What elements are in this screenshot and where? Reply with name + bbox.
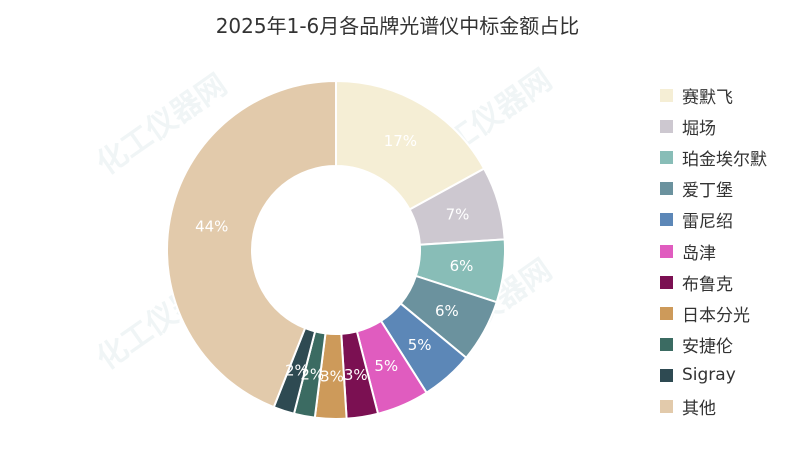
- legend-item[interactable]: 赛默飞: [660, 80, 767, 111]
- slice-label: 5%: [374, 357, 398, 375]
- legend-swatch: [660, 399, 673, 413]
- legend-item[interactable]: Sigray: [660, 360, 767, 391]
- legend-swatch: [660, 337, 673, 351]
- slice-label: 2%: [300, 365, 324, 383]
- legend: 赛默飞堀场珀金埃尔默爱丁堡雷尼绍岛津布鲁克日本分光安捷伦 Sigray 其他: [660, 80, 767, 422]
- legend-item[interactable]: 堀场: [660, 111, 767, 142]
- slice-label: 17%: [384, 132, 417, 150]
- legend-item[interactable]: 爱丁堡: [660, 173, 767, 204]
- legend-label: 其他: [682, 398, 716, 419]
- legend-label: 布鲁克: [682, 274, 733, 295]
- legend-swatch: [660, 275, 673, 289]
- legend-item[interactable]: 安捷伦: [660, 329, 767, 360]
- legend-swatch: [660, 120, 673, 134]
- legend-label: 日本分光: [682, 305, 750, 326]
- legend-swatch: [660, 213, 673, 227]
- legend-item[interactable]: 岛津: [660, 235, 767, 266]
- legend-label: 堀场: [682, 119, 716, 140]
- slice-label: 6%: [450, 257, 474, 275]
- legend-swatch: [660, 151, 673, 165]
- slice-label: 3%: [320, 367, 344, 385]
- legend-label: 雷尼绍: [682, 212, 733, 233]
- legend-label: 岛津: [682, 243, 716, 264]
- slice-label: 44%: [195, 217, 228, 235]
- legend-label: 珀金埃尔默: [682, 150, 767, 171]
- slice-label: 7%: [446, 206, 470, 224]
- slice-label: 5%: [408, 336, 432, 354]
- chart-title: 2025年1-6月各品牌光谱仪中标金额占比: [215, 14, 580, 38]
- slice-label: 6%: [435, 302, 459, 320]
- legend-item[interactable]: 雷尼绍: [660, 204, 767, 235]
- legend-label: 安捷伦: [682, 336, 733, 357]
- slice-label: 2%: [285, 361, 309, 379]
- legend-swatch: [660, 368, 673, 382]
- slice-label: 3%: [344, 366, 368, 384]
- legend-swatch: [660, 182, 673, 196]
- legend-label: 赛默飞: [682, 88, 733, 109]
- legend-swatch: [660, 89, 673, 103]
- slice-赛默飞[interactable]: [335, 79, 486, 211]
- legend-item[interactable]: 珀金埃尔默: [660, 142, 767, 173]
- legend-label: Sigray: [682, 365, 736, 386]
- legend-label: 爱丁堡: [682, 181, 733, 202]
- legend-item[interactable]: 其他: [660, 391, 767, 422]
- legend-swatch: [660, 244, 673, 258]
- slice-其他[interactable]: [166, 79, 337, 409]
- legend-item[interactable]: 布鲁克: [660, 267, 767, 298]
- legend-item[interactable]: 日本分光: [660, 298, 767, 329]
- legend-swatch: [660, 306, 673, 320]
